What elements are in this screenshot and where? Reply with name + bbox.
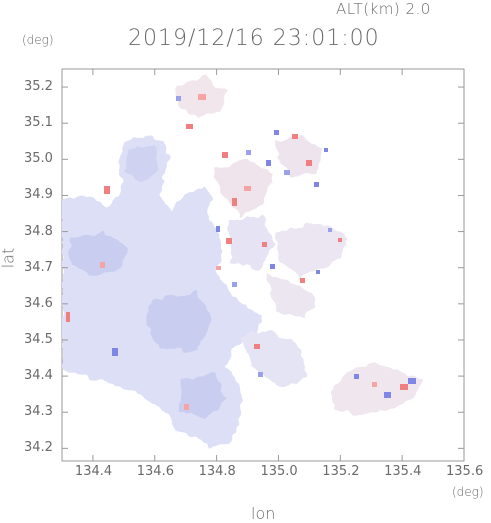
y-tick-label: 34.2: [24, 440, 53, 456]
echo-cluster: [276, 222, 350, 278]
y-tick-label: 35.2: [24, 79, 53, 95]
echo-patch: [146, 292, 212, 352]
x-axis-ticks: [92, 69, 465, 461]
x-tick-label: 134.4: [74, 464, 113, 479]
y-tick-label: 35.0: [24, 151, 53, 167]
echo-cluster-southeast: [330, 364, 424, 414]
echo-cluster: [214, 158, 272, 216]
y-axis-label: lat: [0, 247, 18, 269]
velocity-speckles: [66, 94, 416, 410]
y-tick-label: 35.1: [24, 115, 53, 131]
x-tick-label: 135.2: [322, 464, 360, 479]
echo-cluster: [228, 216, 276, 270]
x-axis-unit: (deg): [452, 485, 484, 499]
y-tick-label: 34.6: [24, 295, 53, 311]
echo-region-main: [62, 134, 262, 448]
x-tick-label: 134.6: [136, 464, 174, 479]
x-tick-label: 134.8: [198, 464, 236, 479]
echo-patch: [126, 146, 160, 182]
timestamp-title: 2019/12/16 23:01:00: [128, 26, 380, 51]
y-tick-label: 34.5: [24, 331, 53, 347]
echo-patch: [70, 232, 130, 276]
echo-patch: [180, 374, 226, 420]
echo-cluster: [266, 274, 318, 318]
y-tick-label: 34.7: [24, 259, 53, 275]
y-tick-label: 34.9: [24, 187, 53, 203]
y-axis-ticks: [62, 86, 464, 449]
x-tick-label: 135.0: [260, 464, 298, 479]
y-tick-label: 34.8: [24, 223, 53, 239]
x-tick-label: 135.4: [384, 464, 422, 479]
altitude-label: ALT(km) 2.0: [336, 0, 431, 18]
x-axis-label: lon: [251, 504, 276, 523]
y-tick-label: 34.4: [24, 368, 53, 384]
y-tick-label: 34.3: [24, 404, 53, 420]
y-axis-unit: (deg): [22, 33, 54, 47]
x-tick-label: 135.6: [446, 464, 484, 479]
